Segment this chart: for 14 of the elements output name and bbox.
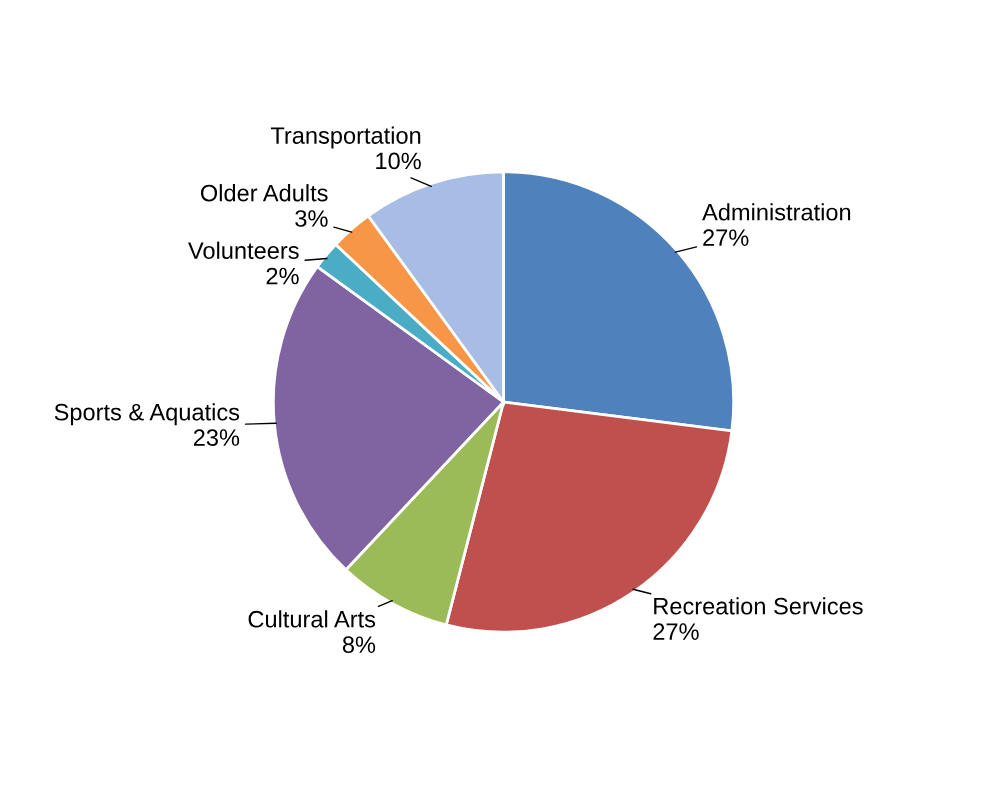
slice-label: Volunteers xyxy=(188,241,299,259)
data-label: 23% xyxy=(193,429,240,446)
slice-label: Administration xyxy=(702,203,851,221)
data-label: 8% xyxy=(342,636,376,654)
slice-label: Transportation xyxy=(270,126,421,149)
slice-label: Cultural Arts xyxy=(248,610,376,628)
slice-label: Sports & Aquatics xyxy=(54,403,240,426)
data-label: 27% xyxy=(653,623,699,640)
data-label: 10% xyxy=(376,152,421,170)
slice-label: Older Adults xyxy=(200,184,328,202)
data-label: 27% xyxy=(703,229,749,246)
data-label: 3% xyxy=(295,210,328,227)
data-label: 2% xyxy=(266,267,299,285)
slice-label: Recreation Services xyxy=(654,597,863,615)
